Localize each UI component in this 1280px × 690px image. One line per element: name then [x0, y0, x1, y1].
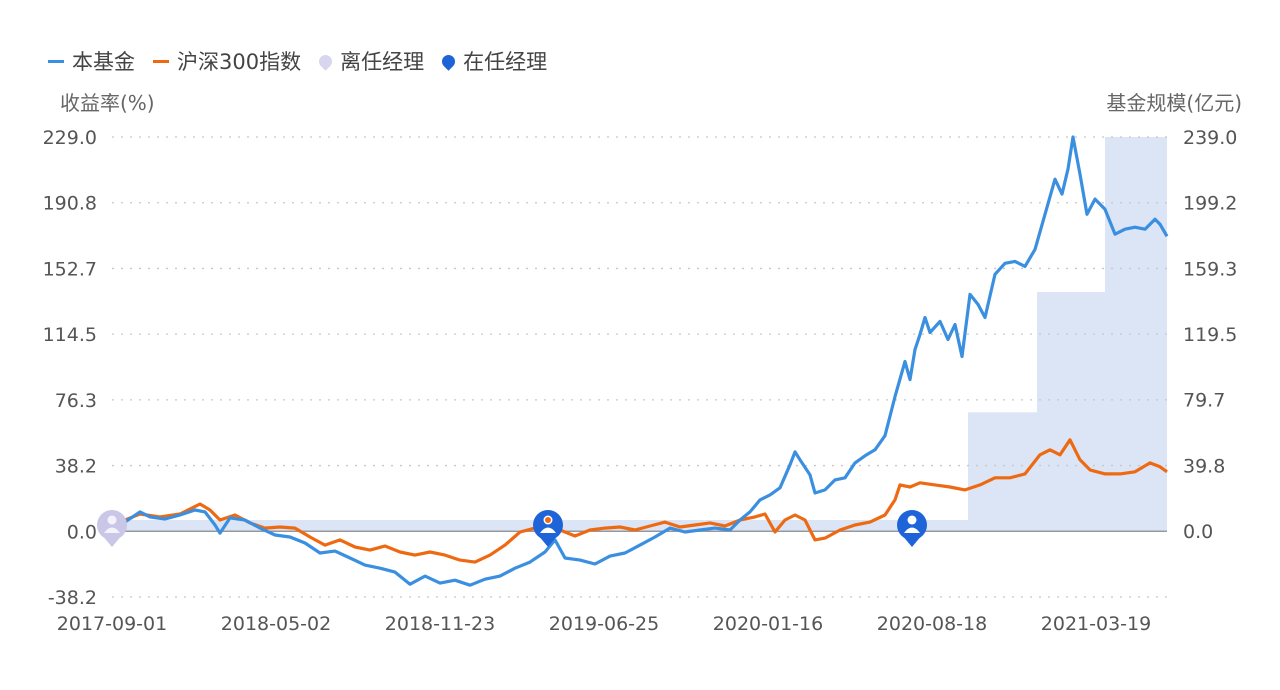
former-manager-pin-icon	[316, 51, 335, 71]
y-tick-left: 38.2	[55, 456, 97, 478]
person-body-icon	[104, 527, 120, 533]
series-lines	[111, 135, 1169, 587]
y-tick-right: 239.0	[1183, 127, 1237, 149]
gridlines	[112, 136, 1167, 598]
legend-label-fund: 本基金	[72, 50, 135, 74]
y-tick-right: 39.8	[1183, 455, 1225, 477]
fund-return-line	[111, 135, 1169, 587]
y-axis-right-title: 基金规模(亿元)	[1106, 91, 1242, 115]
legend-label-current-manager: 在任经理	[463, 50, 548, 74]
axis-labels: 229.0 190.8 152.7 114.5 76.3 38.2 0.0 -38.2 239.…	[43, 127, 1238, 635]
legend-label-index: 沪深300指数	[177, 50, 302, 74]
legend-item-index[interactable]: 沪深300指数	[153, 46, 301, 76]
legend: 本基金 沪深300指数 离任经理 在任经理	[48, 46, 547, 76]
x-tick-label: 2018-05-02	[221, 613, 331, 635]
y-tick-left: 76.3	[55, 390, 97, 412]
person-head-icon	[107, 515, 117, 525]
index-line-icon	[153, 59, 169, 63]
index-return-line	[111, 438, 1168, 564]
x-tick-label: 2021-03-19	[1041, 613, 1151, 635]
x-tick-label: 2018-11-23	[385, 613, 495, 635]
x-tick-label: 2020-01-16	[713, 613, 823, 635]
x-tick-label: 2019-06-25	[549, 613, 659, 635]
legend-label-former-manager: 离任经理	[340, 50, 425, 74]
marker-pin-icon	[97, 510, 127, 540]
person-head-icon	[907, 515, 917, 525]
current-manager-pin-icon	[439, 51, 458, 71]
person-body-icon	[904, 527, 920, 533]
manager-markers[interactable]	[97, 510, 927, 547]
fund-scale-area	[112, 137, 1167, 531]
person-body-icon	[540, 527, 556, 533]
fund-line-icon	[48, 59, 64, 63]
y-tick-left: 152.7	[43, 258, 97, 280]
current-manager-marker[interactable]	[533, 510, 563, 547]
legend-item-current-manager[interactable]: 在任经理	[439, 46, 548, 76]
x-tick-label: 2020-08-18	[877, 613, 987, 635]
marker-pin-icon	[533, 510, 563, 540]
y-tick-right: 119.5	[1183, 324, 1237, 346]
y-tick-left: 0.0	[67, 521, 97, 543]
legend-item-former-manager[interactable]: 离任经理	[316, 46, 425, 76]
y-tick-right: 159.3	[1183, 258, 1237, 280]
y-axis-left-title: 收益率(%)	[60, 91, 155, 115]
x-tick-label: 2017-09-01	[57, 613, 167, 635]
y-tick-left: 190.8	[43, 193, 97, 215]
former-manager-marker[interactable]	[97, 510, 127, 547]
legend-item-fund[interactable]: 本基金	[48, 46, 135, 76]
y-tick-left: 114.5	[43, 324, 97, 346]
person-accent	[545, 517, 551, 523]
y-tick-left: -38.2	[48, 587, 97, 609]
y-tick-left: 229.0	[43, 127, 97, 149]
y-tick-right: 79.7	[1183, 390, 1225, 412]
current-manager-marker[interactable]	[897, 510, 927, 547]
fund-scale-bar	[1037, 291, 1105, 531]
y-tick-right: 199.2	[1183, 193, 1237, 215]
y-tick-right: 0.0	[1183, 521, 1213, 543]
marker-pin-icon	[897, 510, 927, 540]
